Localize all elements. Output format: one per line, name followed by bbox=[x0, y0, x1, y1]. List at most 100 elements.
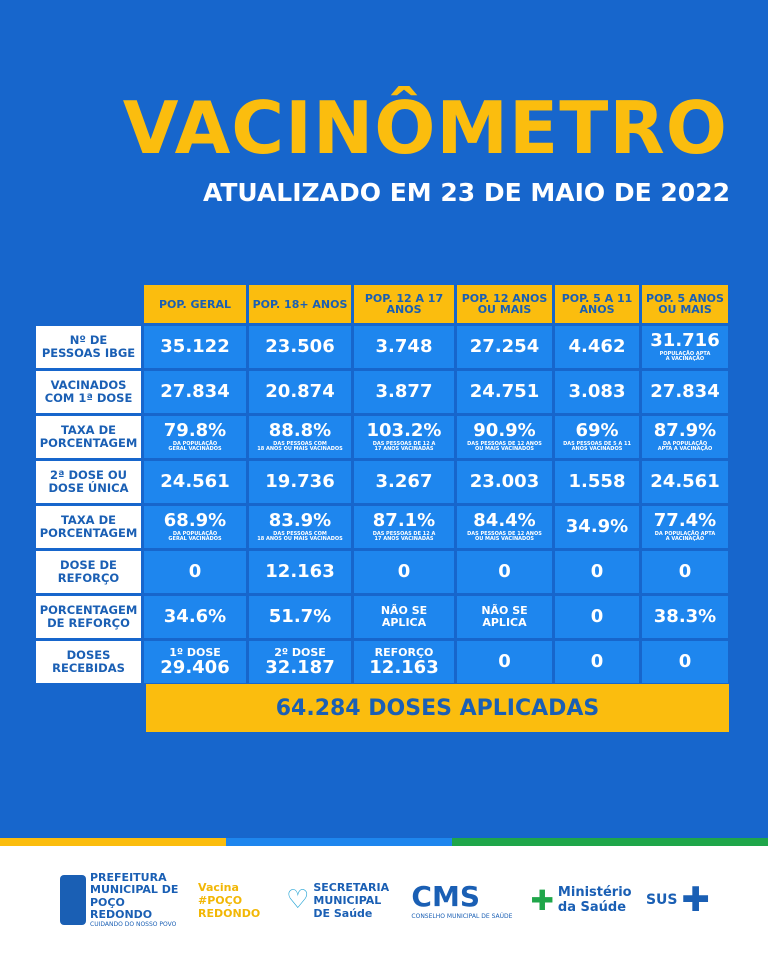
logo-sus: SUS ✚ bbox=[645, 880, 711, 920]
table-cell: 38.3% bbox=[642, 596, 728, 638]
table-cell: 24.561 bbox=[144, 461, 246, 503]
cell-value: 32.187 bbox=[265, 656, 335, 678]
cell-value: 1.558 bbox=[568, 471, 626, 492]
cell-value: 90.9% bbox=[473, 419, 536, 441]
cell-value: 27.254 bbox=[469, 336, 540, 357]
table-cell: 87.9% DA POPULAÇÃO APTA A VACINAÇÃO bbox=[642, 416, 728, 458]
total-doses-banner: 64.284 DOSES APLICADAS bbox=[146, 684, 729, 732]
table-cell: 24.561 bbox=[642, 461, 728, 503]
cell-value: 83.9% bbox=[268, 509, 332, 531]
table-cell: 0 bbox=[457, 551, 552, 593]
cell-note: DAS PESSOAS COM 18 ANOS OU MAIS VACINADO… bbox=[257, 440, 343, 452]
table-cell: 34.6% bbox=[144, 596, 246, 638]
row-label: PORCENTAGEM DE REFORÇO bbox=[36, 596, 141, 638]
cell-value: 35.122 bbox=[160, 336, 230, 357]
cell-note: POPULAÇÃO APTA A VACINAÇÃO bbox=[659, 350, 711, 362]
column-header: POP. 5 A 11 ANOS bbox=[555, 285, 639, 323]
cell-caption: 2º DOSE bbox=[274, 646, 326, 660]
stripe-blue bbox=[225, 838, 452, 846]
cell-note: DA POPULAÇÃO APTA A VACINAÇÃO bbox=[657, 440, 713, 452]
column-header: POP. 12 ANOS OU MAIS bbox=[457, 285, 552, 323]
shield-icon bbox=[60, 875, 86, 925]
table-cell: 0 bbox=[354, 551, 454, 593]
cell-note: DAS PESSOAS DE 12 ANOS OU MAIS VACINADOS bbox=[467, 440, 542, 452]
cell-value: 3.083 bbox=[568, 381, 626, 402]
cell-value: 69% bbox=[575, 419, 619, 441]
cell-value: 87.9% bbox=[653, 419, 717, 441]
cell-note: DAS PESSOAS DE 12 ANOS OU MAIS VACINADOS bbox=[467, 530, 542, 542]
table-cell: 84.4% DAS PESSOAS DE 12 ANOS OU MAIS VACI… bbox=[457, 506, 552, 548]
cell-caption: REFORÇO bbox=[374, 646, 434, 660]
cell-value: 0 bbox=[188, 561, 202, 582]
table-cell: 1.558 bbox=[555, 461, 639, 503]
row-label: VACINADOS COM 1ª DOSE bbox=[36, 371, 141, 413]
cell-value: 34.6% bbox=[163, 606, 227, 627]
table-cell: 27.834 bbox=[144, 371, 246, 413]
cell-value: 23.003 bbox=[469, 471, 540, 492]
table-cell: 3.083 bbox=[555, 371, 639, 413]
cell-value: 23.506 bbox=[265, 336, 335, 357]
vaccination-table: POP. GERAL POP. 18+ ANOS POP. 12 A 17 ANOS… bbox=[36, 285, 728, 683]
table-cell: 23.003 bbox=[457, 461, 552, 503]
cell-value: 29.406 bbox=[160, 656, 230, 678]
cell-note: DAS PESSOAS DE 12 A 17 ANOS VACINADAS bbox=[372, 530, 436, 542]
table-cell: 68.9% DA POPULAÇÃO GERAL VACINADOS bbox=[144, 506, 246, 548]
table-cell: 51.7% bbox=[249, 596, 351, 638]
page-title: VACINÔMETRO bbox=[122, 86, 728, 170]
table-cell: 0 bbox=[555, 596, 639, 638]
page-subtitle: ATUALIZADO EM 23 DE MAIO DE 2022 bbox=[202, 178, 730, 207]
table-cell: 27.834 bbox=[642, 371, 728, 413]
cell-value: 0 bbox=[590, 651, 604, 672]
cell-value: 27.834 bbox=[650, 381, 720, 402]
table-cell: 69% DAS PESSOAS DE 5 A 11 ANOS VACINADOS bbox=[555, 416, 639, 458]
cell-value: 12.163 bbox=[369, 656, 439, 678]
table-cell: 23.506 bbox=[249, 326, 351, 368]
table-cell: 87.1% DAS PESSOAS DE 12 A 17 ANOS VACINAD… bbox=[354, 506, 454, 548]
table-cell: 31.716 POPULAÇÃO APTA A VACINAÇÃO bbox=[642, 326, 728, 368]
cell-value: 0 bbox=[678, 651, 692, 672]
logo-ministerio-saude: ✚ Ministério da Saúde bbox=[530, 883, 632, 917]
table-cell: 4.462 bbox=[555, 326, 639, 368]
table-cell: 0 bbox=[555, 641, 639, 683]
cell-note: DAS PESSOAS COM 18 ANOS OU MAIS VACINADO… bbox=[257, 530, 343, 542]
column-header: POP. 12 A 17 ANOS bbox=[354, 285, 454, 323]
table-cell: 1º DOSE 29.406 bbox=[144, 641, 246, 683]
table-cell: 0 bbox=[642, 641, 728, 683]
cell-value: 12.163 bbox=[265, 561, 335, 582]
column-header: POP. 5 ANOS OU MAIS bbox=[642, 285, 728, 323]
cell-value: 0 bbox=[590, 561, 604, 582]
cross-icon: ✚ bbox=[530, 883, 554, 917]
table-cell: 103.2% DAS PESSOAS DE 12 A 17 ANOS VACINA… bbox=[354, 416, 454, 458]
cross-icon: ✚ bbox=[681, 880, 711, 920]
cell-value: 3.877 bbox=[375, 381, 433, 402]
logo-prefeitura: PREFEITURA MUNICIPAL DE POÇO REDONDO CUID… bbox=[60, 872, 180, 928]
cell-value: 34.9% bbox=[565, 516, 629, 537]
table-cell: REFORÇO 12.163 bbox=[354, 641, 454, 683]
cell-value: 3.748 bbox=[375, 336, 433, 357]
footer-logos: PREFEITURA MUNICIPAL DE POÇO REDONDO CUID… bbox=[60, 872, 710, 928]
table-cell: 35.122 bbox=[144, 326, 246, 368]
cell-value: 31.716 bbox=[650, 329, 720, 351]
stripe-green bbox=[451, 838, 768, 846]
cell-note: DA POPULAÇÃO GERAL VACINADOS bbox=[168, 530, 222, 542]
logo-vacina: Vacina #POÇO REDONDO bbox=[198, 880, 261, 920]
table-cell: 90.9% DAS PESSOAS DE 12 ANOS OU MAIS VACI… bbox=[457, 416, 552, 458]
cell-value: 3.267 bbox=[375, 471, 433, 492]
cell-caption: NÃO SE APLICA bbox=[380, 604, 428, 629]
table-cell: 12.163 bbox=[249, 551, 351, 593]
table-cell: 3.748 bbox=[354, 326, 454, 368]
table-cell: 3.267 bbox=[354, 461, 454, 503]
row-label: DOSES RECEBIDAS bbox=[36, 641, 141, 683]
cell-value: 24.561 bbox=[160, 471, 230, 492]
cell-value: 19.736 bbox=[265, 471, 335, 492]
table-cell: 83.9% DAS PESSOAS COM 18 ANOS OU MAIS VAC… bbox=[249, 506, 351, 548]
row-label: DOSE DE REFORÇO bbox=[36, 551, 141, 593]
cell-note: DAS PESSOAS DE 5 A 11 ANOS VACINADOS bbox=[563, 440, 631, 452]
table-cell: 0 bbox=[642, 551, 728, 593]
table-cell: 20.874 bbox=[249, 371, 351, 413]
column-header: POP. 18+ ANOS bbox=[249, 285, 351, 323]
table-cell: 34.9% bbox=[555, 506, 639, 548]
cell-note: DA POPULAÇÃO APTA A VACINAÇÃO bbox=[654, 530, 716, 542]
cell-value: 77.4% bbox=[653, 509, 717, 531]
cell-value: 87.1% bbox=[372, 509, 436, 531]
